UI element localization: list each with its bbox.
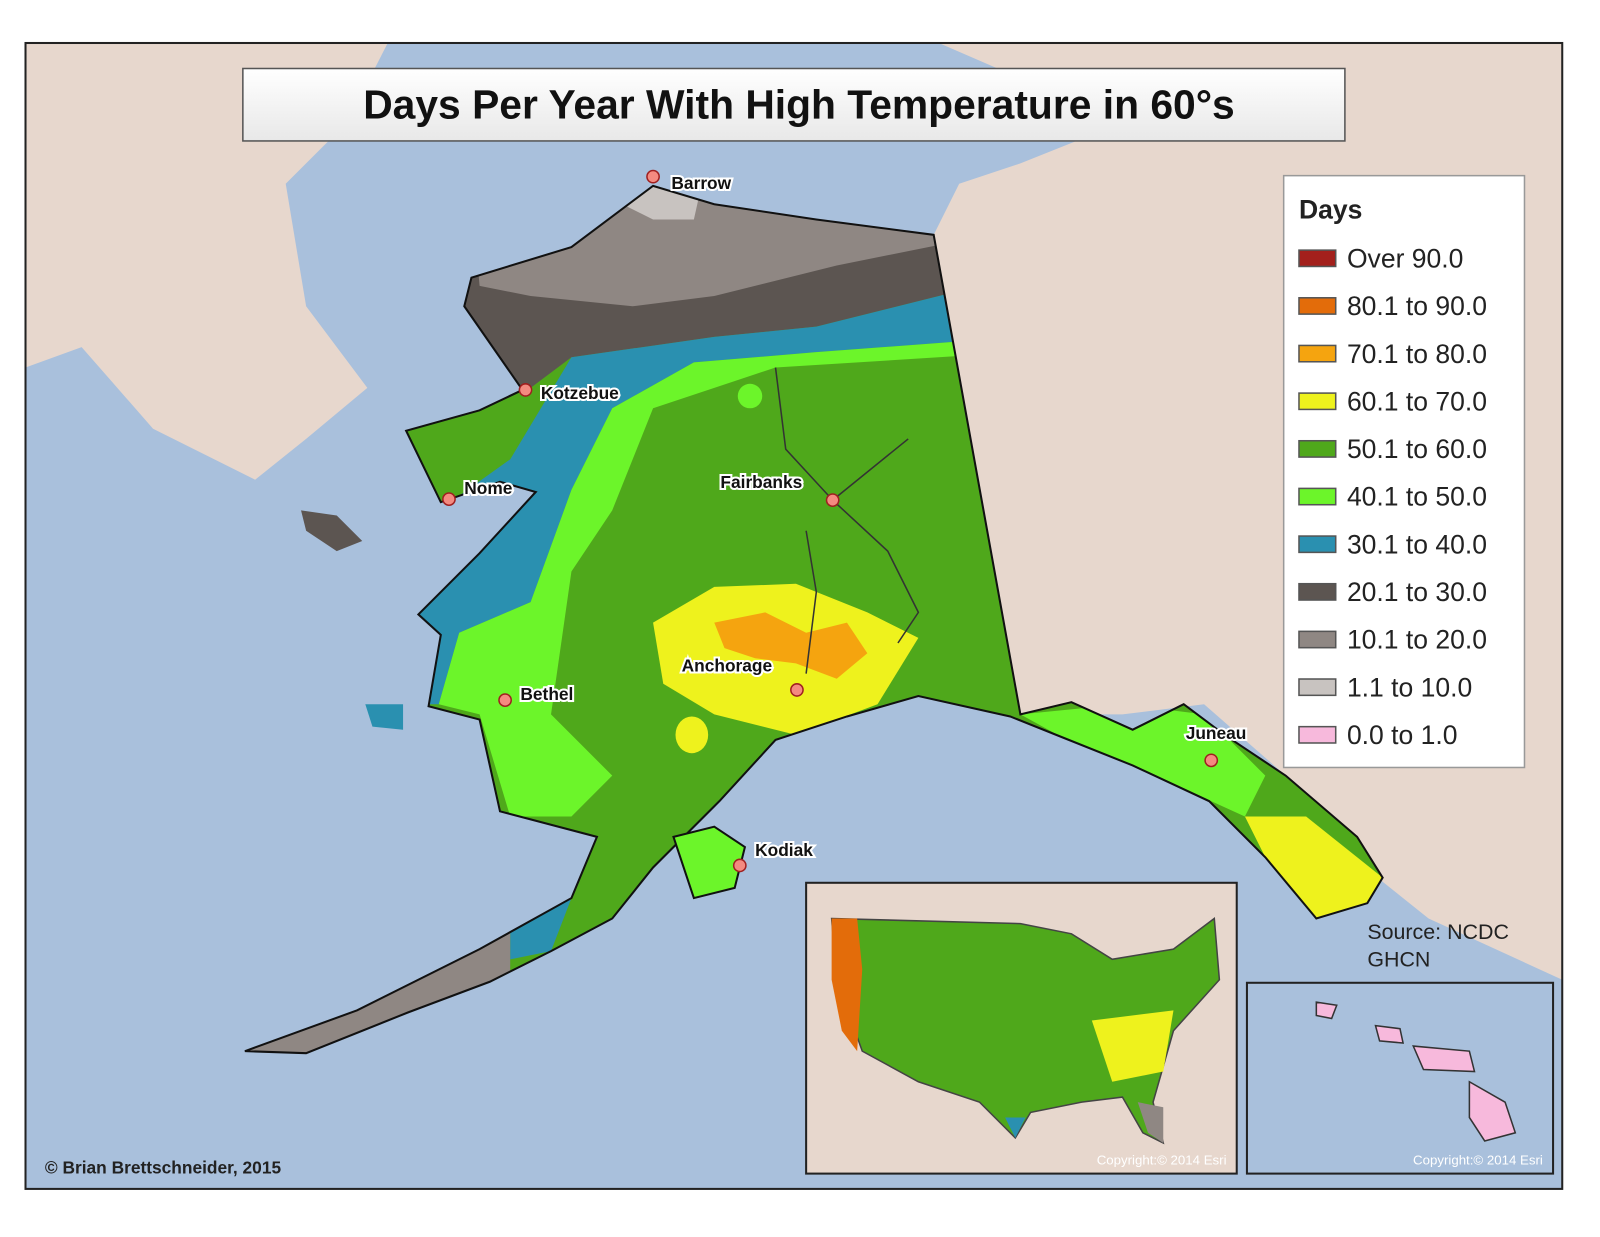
legend-label: 0.0 to 1.0 [1347,720,1458,750]
title-box [242,67,1346,142]
city-marker [1204,753,1219,768]
roads [774,367,920,674]
city-marker [790,683,804,697]
legend-swatch [1298,487,1337,506]
legend-swatch [1298,725,1337,744]
nunivak-island [365,704,404,730]
city-marker [825,493,840,508]
legend-label: 50.1 to 60.0 [1347,434,1487,464]
legend-label: 80.1 to 90.0 [1347,291,1487,321]
legend-label: 1.1 to 10.0 [1347,672,1472,702]
city-marker [442,492,456,506]
city-label: Barrow [671,173,731,193]
city-marker [732,858,747,873]
legend-label: 30.1 to 40.0 [1347,529,1487,559]
legend-label: 20.1 to 30.0 [1347,577,1487,607]
map-title: Days Per Year With High Temperature in 6… [363,82,1235,128]
legend-swatch [1298,582,1337,601]
legend-title: Days [1299,195,1362,225]
legend-swatch [1298,392,1337,411]
legend-swatch [1298,630,1337,649]
hawaii-inset: Copyright:© 2014 Esri [1245,981,1555,1175]
credit: © Brian Brettschneider, 2015 [45,1158,282,1178]
legend-swatch [1298,297,1337,315]
legend-swatch [1298,535,1337,554]
city-marker [498,693,512,708]
city-label: Fairbanks [720,472,802,492]
legend-swatch [1298,678,1337,697]
st-lawrence-island [301,510,363,552]
city-label: Juneau [1186,723,1247,743]
legend-swatch [1298,439,1337,458]
legend-label: 40.1 to 50.0 [1347,482,1487,512]
city-marker [646,169,660,184]
city-label: Anchorage [682,656,773,676]
source-text: GHCN [1367,947,1430,971]
legend-label: Over 90.0 [1347,243,1463,273]
source-text: Source: NCDC [1367,920,1509,944]
city-label: Nome [464,478,513,498]
city-label: Bethel [520,684,573,704]
map-frame [24,41,1564,1190]
legend-label: 10.1 to 20.0 [1347,625,1487,655]
legend-swatch [1298,249,1337,268]
inset-copyright: Copyright:© 2014 Esri [1097,1152,1227,1167]
city-marker [518,383,533,397]
legend-label: 60.1 to 70.0 [1347,386,1487,416]
legend: Days Over 90.0 80.1 to 90.0 70.1 to 80.0 60… [1282,174,1526,769]
city-label: Kotzebue [541,383,619,403]
legend-label: 70.1 to 80.0 [1347,339,1487,369]
inset-copyright: Copyright:© 2014 Esri [1413,1152,1543,1167]
legend-swatch [1298,344,1337,363]
city-label: Kodiak [755,840,813,860]
russia-land [25,42,388,480]
us-inset: Copyright:© 2014 Esri [805,881,1238,1175]
